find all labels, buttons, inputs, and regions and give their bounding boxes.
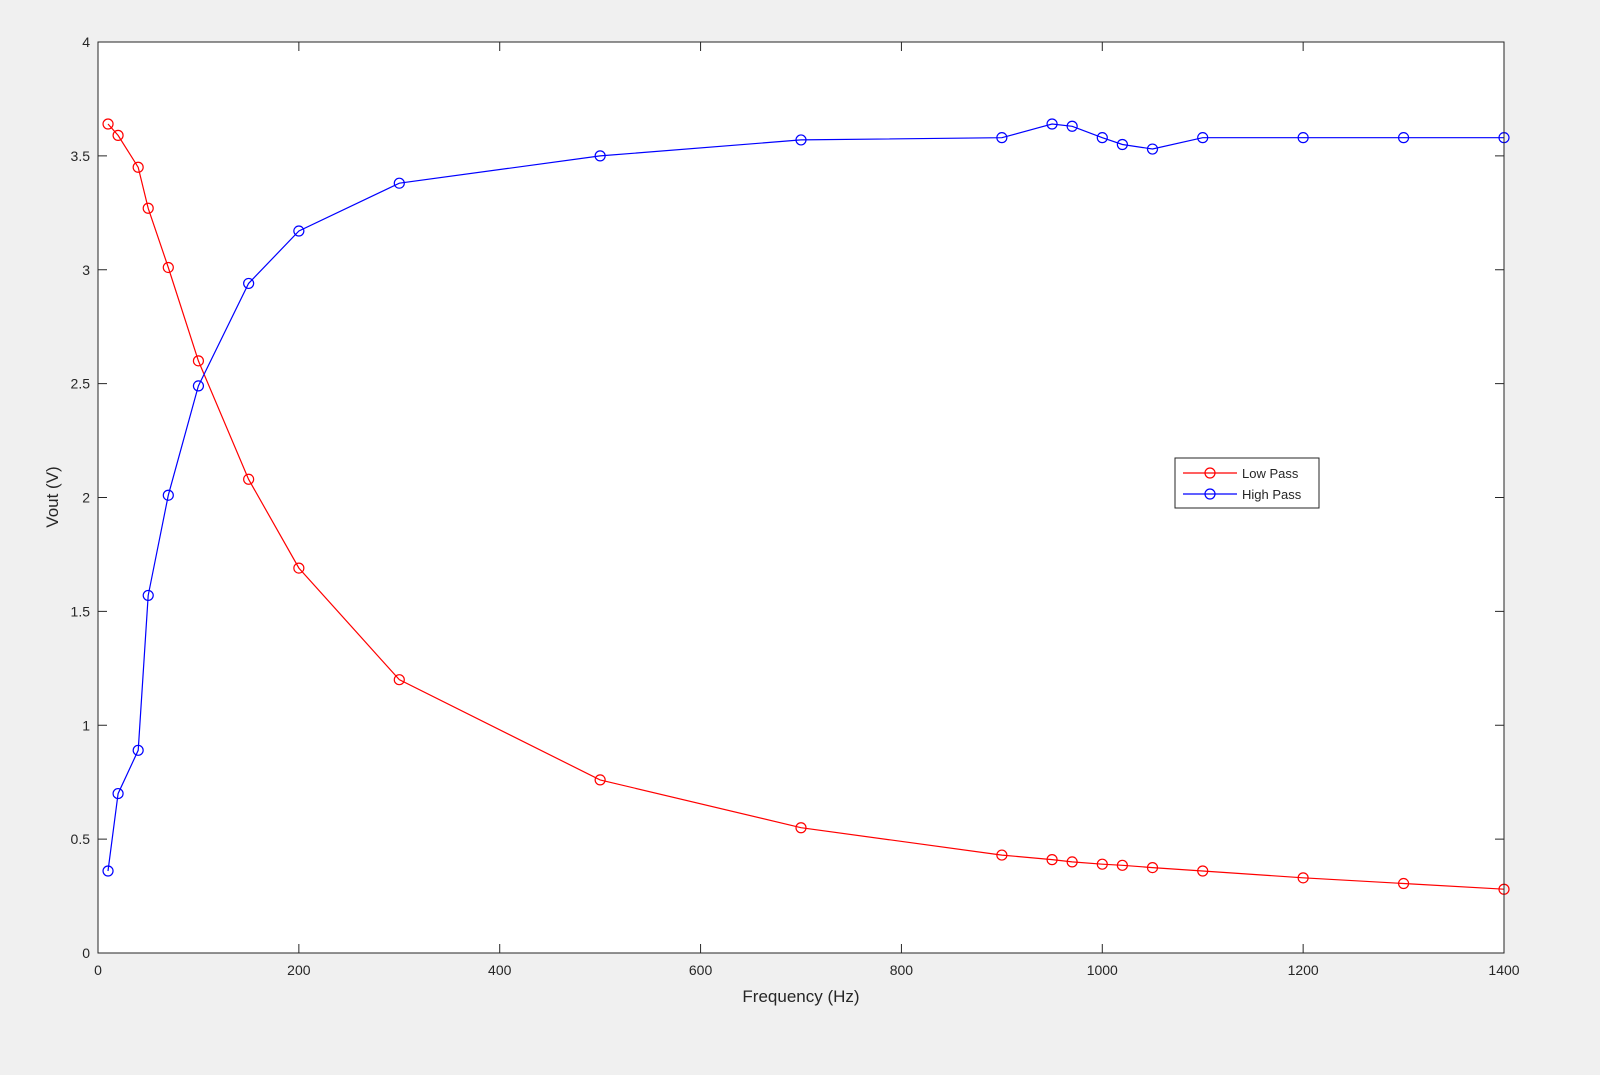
low-pass-line <box>107 123 1505 890</box>
y-tick-label: 0 <box>82 945 90 961</box>
high-pass-marker <box>1397 132 1410 144</box>
low-pass-marker <box>293 562 305 574</box>
high-pass-marker <box>1046 118 1058 130</box>
high-pass-marker <box>142 589 154 602</box>
high-pass-marker <box>192 380 205 392</box>
y-tick-label: 3.5 <box>71 148 91 164</box>
y-tick-label: 1 <box>82 717 90 733</box>
low-pass-marker <box>132 161 144 173</box>
high-pass-marker <box>1116 138 1128 151</box>
y-tick-label: 2.5 <box>71 376 91 392</box>
y-tick-label: 1.5 <box>71 603 91 619</box>
legend-label-low-pass: Low Pass <box>1242 466 1299 481</box>
high-pass-marker <box>1297 132 1309 144</box>
low-pass-marker <box>1116 859 1128 871</box>
high-pass-marker <box>132 744 144 756</box>
low-pass-marker <box>192 355 205 367</box>
y-tick-label: 0.5 <box>71 831 91 847</box>
high-pass-marker <box>102 865 114 877</box>
high-pass-marker <box>1066 120 1078 132</box>
low-pass-marker <box>162 261 174 274</box>
x-tick-label: 1200 <box>1288 962 1319 978</box>
low-pass-marker <box>1046 854 1058 866</box>
low-pass-marker <box>112 129 124 141</box>
high-pass-marker <box>293 225 305 237</box>
x-tick-label: 200 <box>287 962 311 978</box>
high-pass-marker <box>795 134 807 146</box>
low-pass-marker <box>1146 861 1159 874</box>
low-pass-marker <box>1397 877 1410 890</box>
high-pass-marker <box>1096 132 1108 144</box>
high-pass-series <box>102 118 1510 877</box>
low-pass-marker <box>393 674 405 686</box>
legend-item-low-pass: Low Pass <box>1183 466 1299 481</box>
legend-marker-high-pass <box>1204 488 1216 500</box>
high-pass-marker <box>996 132 1008 144</box>
x-tick-label: 600 <box>689 962 713 978</box>
x-tick-label: 1400 <box>1488 962 1519 978</box>
high-pass-marker <box>1146 143 1159 155</box>
legend-box <box>1174 457 1320 509</box>
tick-layer: 0 200 400 600 800 1000 1200 1400 0 0.5 1 1.5 2 2.5 3 3.… <box>71 34 1520 978</box>
high-pass-line <box>107 123 1504 872</box>
low-pass-marker <box>996 849 1008 861</box>
y-tick-label: 2 <box>82 490 90 506</box>
low-pass-marker <box>1096 858 1108 870</box>
x-tick-label: 0 <box>94 962 102 978</box>
high-pass-marker <box>594 150 606 162</box>
legend-label-high-pass: High Pass <box>1242 487 1302 502</box>
x-tick-label: 400 <box>488 962 512 978</box>
y-axis-label: Vout (V) <box>43 466 62 527</box>
high-pass-marker <box>243 277 255 290</box>
x-tick-label: 1000 <box>1087 962 1118 978</box>
low-pass-series <box>102 118 1510 895</box>
low-pass-marker <box>1297 872 1309 884</box>
x-axis-label: Frequency (Hz) <box>742 987 859 1006</box>
low-pass-marker <box>795 822 807 834</box>
x-tick-label: 800 <box>890 962 914 978</box>
low-pass-marker <box>1197 865 1209 877</box>
series-layer <box>102 118 1510 895</box>
high-pass-marker <box>393 177 405 189</box>
low-pass-marker <box>102 118 114 130</box>
high-pass-marker <box>112 787 124 800</box>
legend-marker-low-pass <box>1204 467 1216 479</box>
low-pass-marker <box>594 774 606 786</box>
high-pass-marker <box>162 489 174 501</box>
legend: Low Pass High Pass <box>1174 457 1320 509</box>
legend-item-high-pass: High Pass <box>1183 487 1302 502</box>
y-tick-label: 3 <box>82 262 90 278</box>
y-tick-label: 4 <box>82 34 90 50</box>
low-pass-marker <box>142 202 154 214</box>
low-pass-marker <box>243 473 255 485</box>
low-pass-marker <box>1066 856 1078 868</box>
high-pass-marker <box>1197 132 1209 144</box>
